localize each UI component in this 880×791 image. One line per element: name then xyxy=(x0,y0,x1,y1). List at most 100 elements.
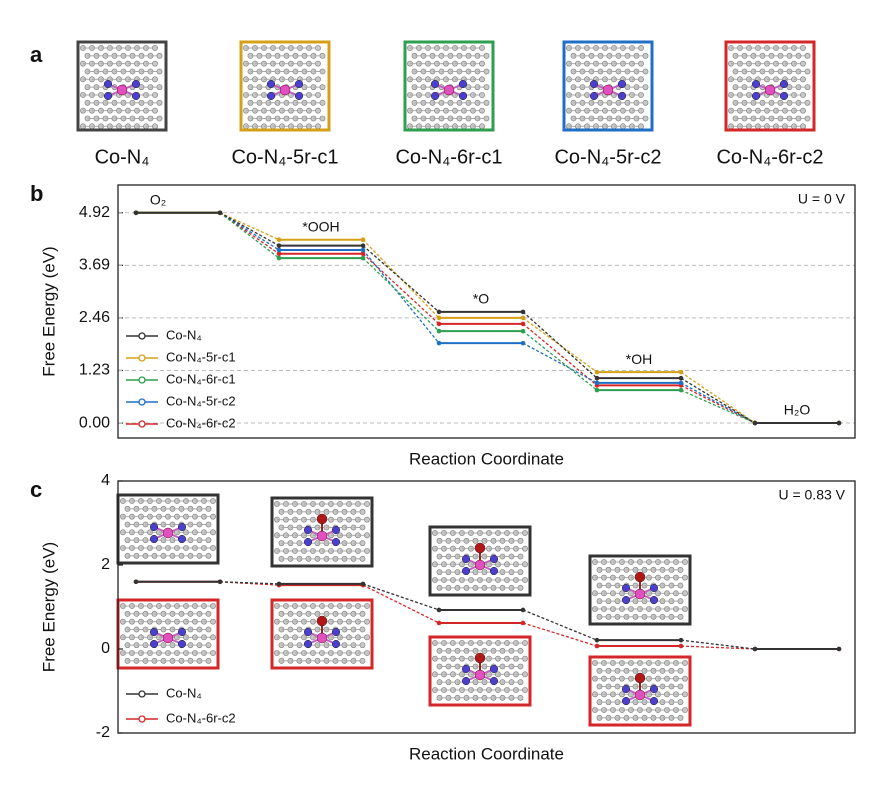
atom-c xyxy=(638,123,644,130)
atom-c xyxy=(364,650,370,656)
y-tick-label: 0 xyxy=(101,640,110,657)
connector xyxy=(680,639,756,650)
level-marker xyxy=(594,375,600,381)
atom-n xyxy=(303,525,313,535)
connector xyxy=(362,583,440,611)
structure-frame xyxy=(270,598,374,670)
atom-n xyxy=(294,91,304,101)
structure-image xyxy=(428,635,532,707)
atom-c xyxy=(205,626,212,633)
atom-c xyxy=(359,508,366,515)
structure-image xyxy=(239,40,331,132)
atom-c xyxy=(152,45,158,51)
atom-c xyxy=(682,660,688,666)
atom-c xyxy=(682,574,688,581)
atom-c xyxy=(677,683,684,690)
atom-c xyxy=(804,84,811,91)
structure-frame xyxy=(270,496,374,568)
legend-marker xyxy=(138,420,146,428)
atom-c xyxy=(522,577,528,583)
atom-n xyxy=(149,522,159,532)
atom-c xyxy=(642,52,649,59)
atom-n xyxy=(621,583,631,593)
structure-image xyxy=(428,525,532,597)
level-marker xyxy=(436,607,442,613)
atom-c xyxy=(517,584,524,591)
atom-c xyxy=(156,99,163,106)
atom-c xyxy=(205,521,212,528)
atom-n xyxy=(430,91,440,101)
atom-c xyxy=(152,60,158,67)
level-marker xyxy=(360,237,366,243)
y-tick-label: 2.46 xyxy=(79,309,110,326)
legend-marker xyxy=(138,398,146,406)
y-axis-label: Free Energy (eV) xyxy=(39,542,58,672)
atom-c xyxy=(479,92,485,98)
atom-n xyxy=(303,639,313,649)
atom-c xyxy=(210,603,216,609)
atom-co xyxy=(162,527,174,539)
atom-co xyxy=(764,84,776,96)
level-marker xyxy=(276,243,282,248)
level-marker xyxy=(752,646,758,652)
level-marker xyxy=(360,255,366,261)
legend-label: Co-N₄-6r-c2 xyxy=(166,415,236,430)
atom-c xyxy=(517,679,524,686)
atom-c xyxy=(315,76,321,83)
level-marker xyxy=(678,380,684,386)
atom-c xyxy=(152,107,158,114)
y-tick-label: 0.00 xyxy=(79,414,110,431)
atom-c xyxy=(483,99,490,106)
connector xyxy=(362,253,440,325)
y-tick-label: 3.69 xyxy=(79,257,110,274)
structure-frame xyxy=(428,525,532,597)
atom-c xyxy=(517,694,524,701)
atom-n xyxy=(489,554,499,564)
structure-image xyxy=(588,655,692,727)
legend-marker xyxy=(138,690,146,698)
atom-c xyxy=(205,657,212,664)
atom-n xyxy=(430,79,440,89)
atom-n xyxy=(461,566,471,576)
atom-c xyxy=(156,68,163,75)
annotation: U = 0 V xyxy=(798,191,846,207)
atom-n xyxy=(751,79,761,89)
atom-c xyxy=(315,107,321,114)
connector xyxy=(522,323,598,386)
atom-n xyxy=(103,79,113,89)
atom-c xyxy=(210,529,216,536)
atom-c xyxy=(638,60,644,67)
atom-c xyxy=(359,524,366,531)
atom-c xyxy=(522,655,528,662)
connector xyxy=(362,245,440,313)
legend-marker xyxy=(138,376,146,384)
step-label: *OOH xyxy=(302,218,339,234)
structure-image xyxy=(403,40,495,132)
level-marker xyxy=(360,581,366,587)
atom-o xyxy=(316,513,328,525)
atom-c xyxy=(677,598,684,605)
atom-c xyxy=(205,642,212,649)
atom-n xyxy=(617,79,627,89)
atom-c xyxy=(804,68,811,75)
atom-o xyxy=(474,542,486,554)
atom-c xyxy=(315,45,321,51)
connector xyxy=(362,249,440,344)
y-tick-label: 2 xyxy=(101,556,110,573)
level-marker xyxy=(520,328,526,334)
connector xyxy=(522,622,598,647)
atom-c xyxy=(483,115,490,122)
atom-n xyxy=(266,91,276,101)
level-marker xyxy=(594,637,600,643)
atom-c xyxy=(359,642,366,649)
atom-c xyxy=(522,561,528,568)
step-label: *OH xyxy=(626,351,652,367)
atom-c xyxy=(517,663,524,670)
atom-c xyxy=(479,45,485,51)
legend-label: Co-N₄-6r-c2 xyxy=(166,710,236,725)
atom-c xyxy=(315,92,321,98)
atom-n xyxy=(461,676,471,686)
atom-c xyxy=(364,501,370,507)
atom-c xyxy=(682,590,688,597)
